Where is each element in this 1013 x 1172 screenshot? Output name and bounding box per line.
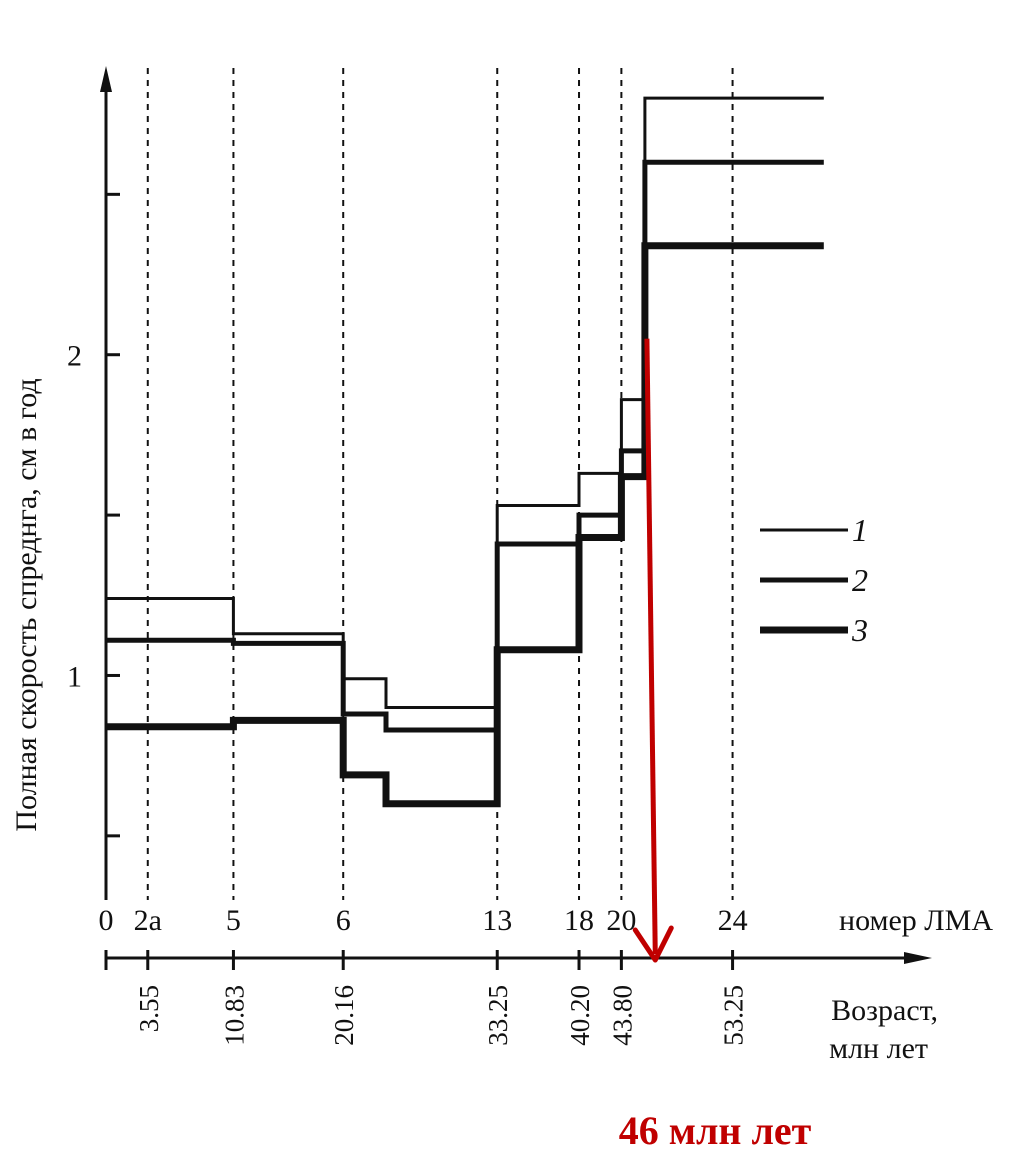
x-bottom-axis-title-line1: Возраст, [831,994,938,1027]
legend-label-3: 3 [851,612,868,648]
anomaly-label-0: 0 [99,904,114,937]
anomaly-label-18: 18 [564,904,594,937]
age-label: 20.16 [329,985,359,1046]
legend-label-2: 2 [852,562,868,598]
y-axis-arrowhead [100,66,112,92]
x-bottom-axis-title-line2: млн лет [829,1032,928,1065]
annotation-arrowhead [632,925,674,963]
anomaly-label-6: 6 [336,904,351,937]
axes [100,66,932,970]
age-label: 43.80 [607,985,637,1046]
series-layer [106,96,824,808]
annotation-arrow-line [644,338,658,955]
legend-label-1: 1 [852,512,868,548]
age-label: 33.25 [483,985,513,1046]
y-tick-label: 2 [67,340,82,373]
age-label: 53.25 [719,985,749,1046]
legend: 1 2 3 [760,512,868,648]
anomaly-label-5: 5 [226,904,241,937]
age-label: 40.20 [565,985,595,1046]
anomaly-label-2a: 2a [134,904,162,937]
series-3-line [106,242,824,808]
anomaly-label-13: 13 [482,904,512,937]
age-label: 3.55 [134,985,164,1032]
anomaly-label-24: 24 [718,904,748,937]
axis-labels: 120 2a3.55510.83620.161333.251840.202043.… [10,340,993,1065]
x-axis-arrowhead [904,952,932,964]
anomaly-label-20: 20 [606,904,636,937]
x-top-axis-title: номер ЛМА [839,904,993,937]
y-tick-label: 1 [67,660,82,693]
series-2-line [106,159,824,733]
series-1-line [106,96,824,709]
age-label: 10.83 [219,985,249,1046]
annotation: 46 млн лет [619,338,812,1153]
y-axis-title: Полная скорость спреднга, см в год [10,378,43,831]
annotation-label: 46 млн лет [619,1108,812,1153]
